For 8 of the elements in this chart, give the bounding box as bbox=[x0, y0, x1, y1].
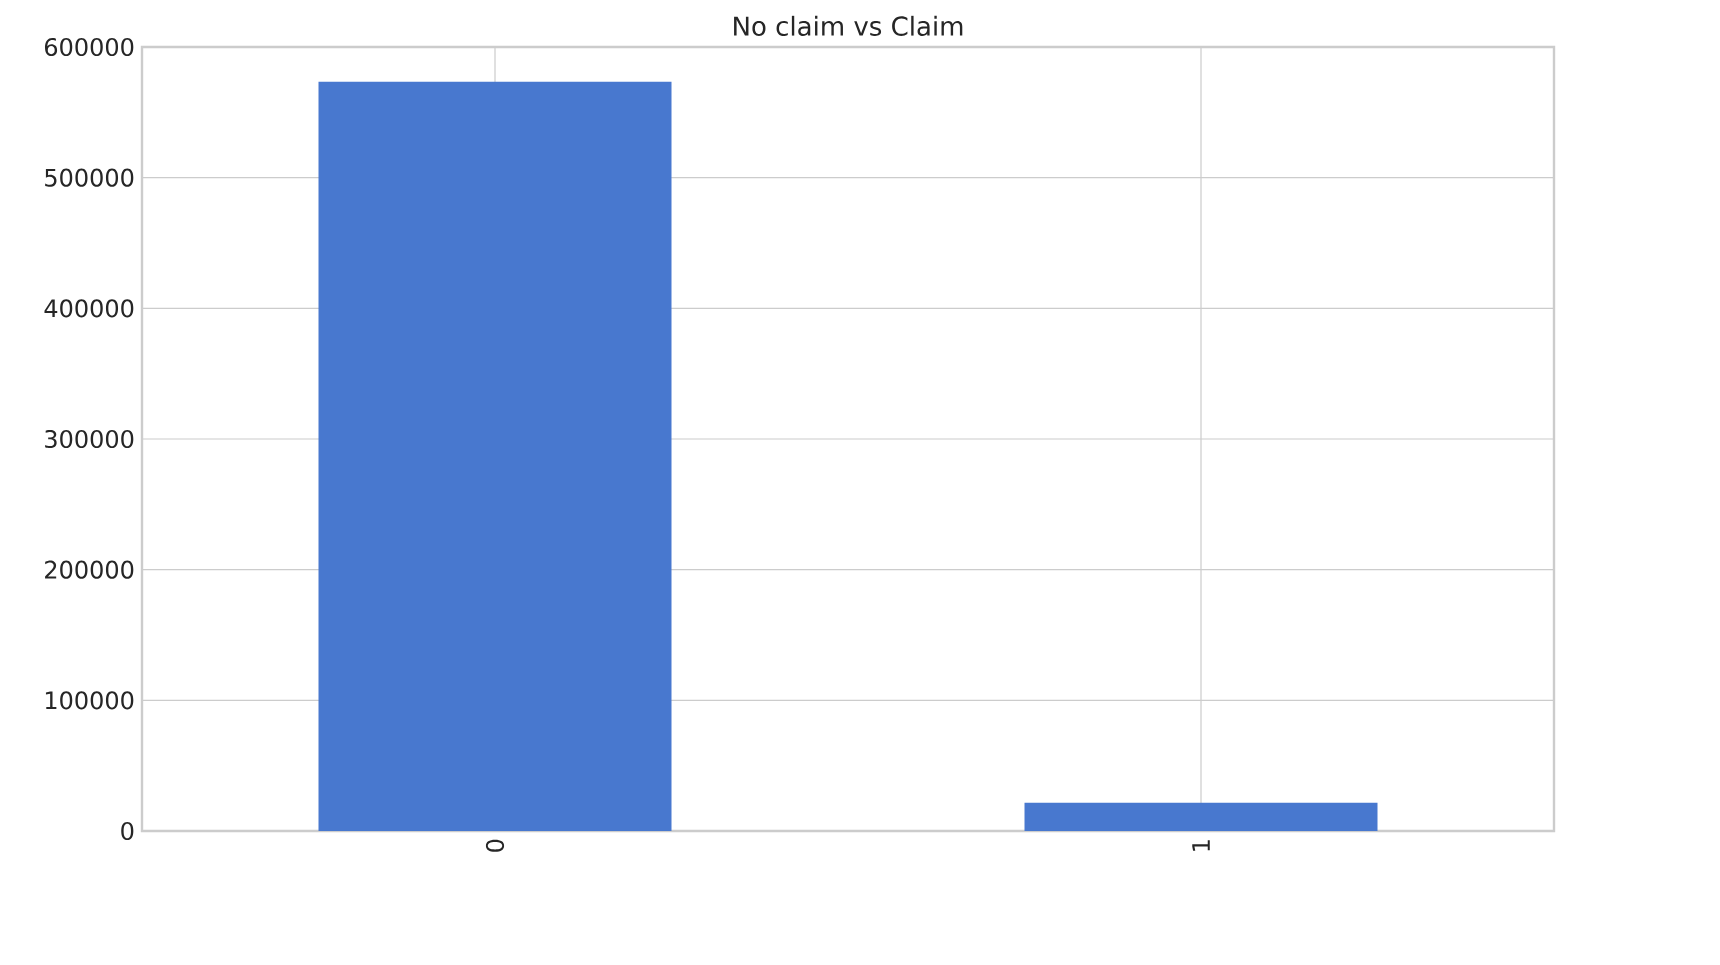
y-tick-label: 300000 bbox=[45, 429, 134, 449]
y-tick-label: 600000 bbox=[44, 37, 134, 57]
y-tick-label: 500000 bbox=[45, 168, 134, 187]
y-tick-label: 100000 bbox=[45, 691, 134, 710]
chart-title: No claim vs Claim bbox=[734, 15, 963, 36]
y-tick-label: 400000 bbox=[44, 299, 134, 318]
x-tick-label: 1 bbox=[1192, 840, 1210, 851]
y-tick-label: 200000 bbox=[45, 560, 134, 579]
